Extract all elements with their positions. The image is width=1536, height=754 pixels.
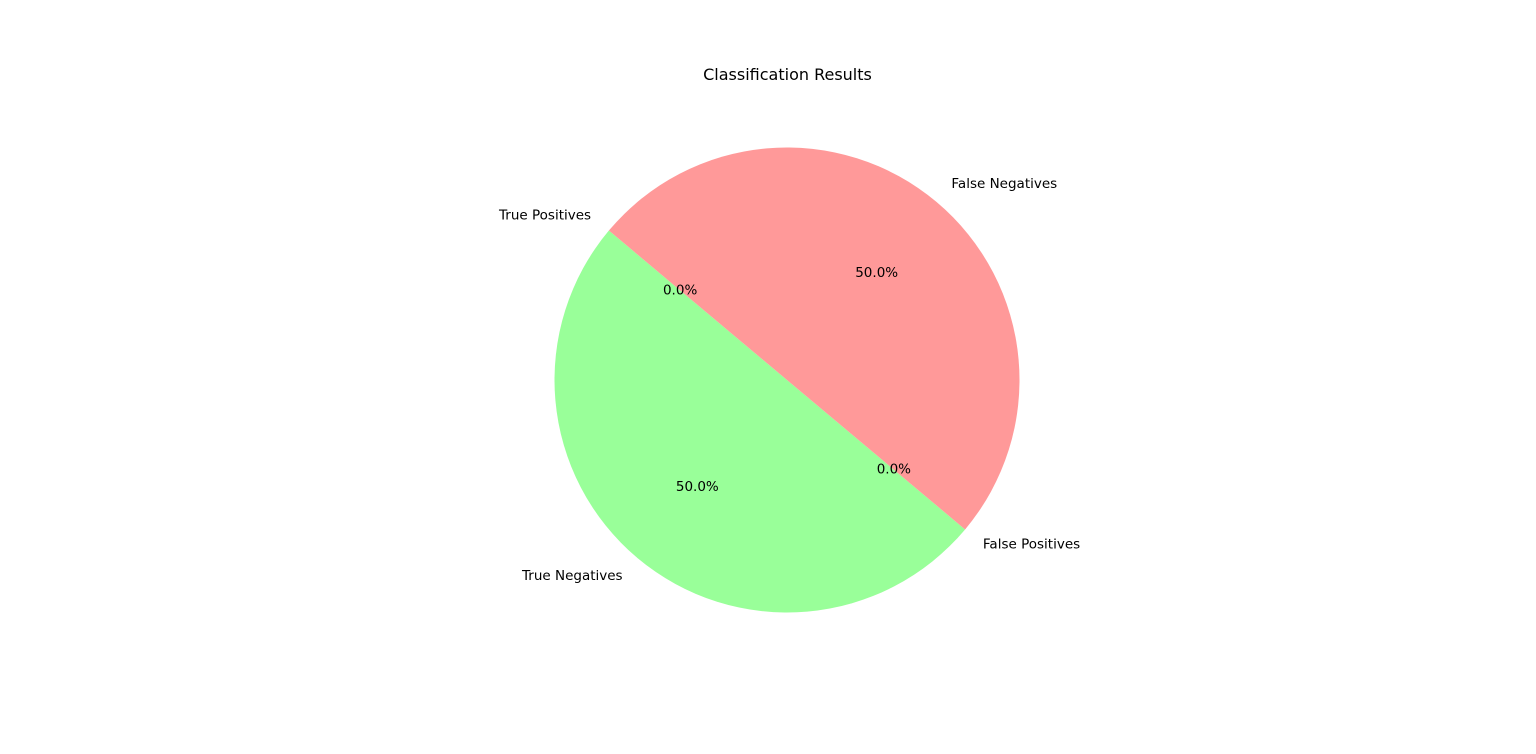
slice-percent-false-negatives: 50.0%: [855, 265, 898, 281]
pie-slices: [554, 147, 1020, 613]
chart-title: Classification Results: [703, 65, 872, 84]
pie-slice-false-negatives: [608, 147, 1020, 530]
slice-label-false-negatives: False Negatives: [951, 176, 1057, 192]
pie-labels: True Positives 0.0% True Negatives 50.0% Fal…: [498, 176, 1080, 584]
slice-label-true-negatives: True Negatives: [521, 568, 623, 584]
slice-percent-true-positives: 0.0%: [663, 282, 697, 298]
slice-label-true-positives: True Positives: [498, 208, 591, 224]
slice-percent-false-positives: 0.0%: [877, 462, 911, 478]
slice-label-false-positives: False Positives: [983, 536, 1080, 552]
pie-slice-true-negatives: [554, 230, 966, 613]
slice-percent-true-negatives: 50.0%: [676, 479, 719, 495]
